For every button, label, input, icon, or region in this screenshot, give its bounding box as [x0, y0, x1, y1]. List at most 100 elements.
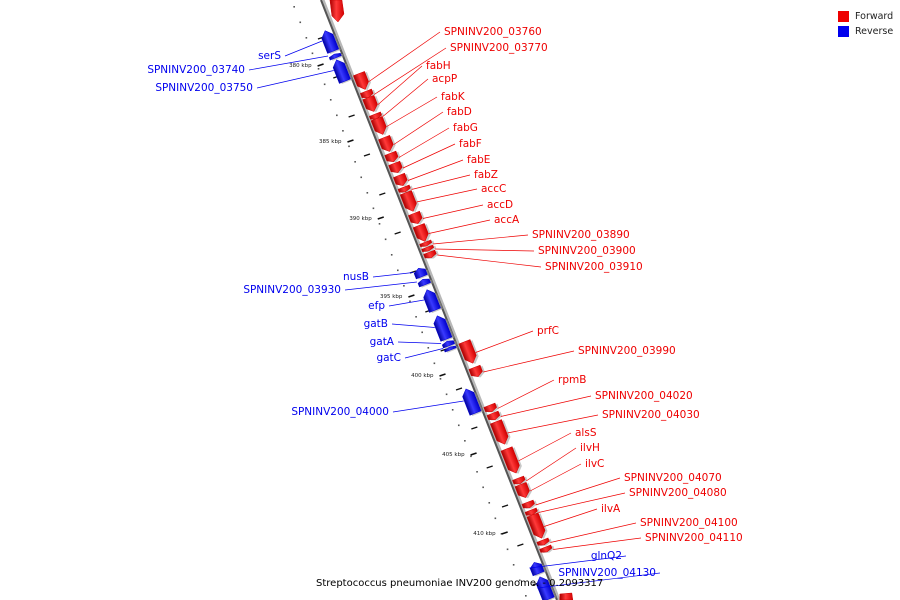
gene-efp[interactable] [421, 287, 444, 314]
gene-label-fabk[interactable]: fabK [441, 91, 466, 103]
gene-label-fabd[interactable]: fabD [447, 106, 472, 118]
gene-accd[interactable] [408, 210, 426, 227]
gene-spninv200-03900[interactable] [421, 244, 437, 254]
gene-label-fabg[interactable]: fabG [453, 122, 478, 134]
gene-spninv200-04070[interactable] [521, 499, 538, 511]
gene-label-acpp[interactable]: acpP [432, 73, 457, 85]
gene-label-spninv200-03990[interactable]: SPNINV200_03990 [578, 345, 676, 357]
label-leader [428, 219, 491, 234]
gene-label-fabf[interactable]: fabF [459, 138, 482, 150]
gene-label-spninv200-04130[interactable]: SPNINV200_04130 [558, 567, 656, 579]
gene-spninv200-03910[interactable] [423, 249, 440, 261]
label-leader [434, 248, 535, 252]
gene-spninv200-03740[interactable] [328, 51, 344, 61]
label-leader [550, 522, 637, 543]
forward-gene-arrow [378, 135, 394, 152]
forward-gene-arrow [384, 150, 399, 162]
forward-gene-arrow [419, 239, 433, 248]
gene-fabe[interactable] [393, 172, 411, 189]
gene-fabg[interactable] [384, 150, 402, 165]
gene-spninv200-04130[interactable] [534, 574, 557, 600]
gene-sers[interactable] [320, 28, 342, 55]
gene-ilvh[interactable] [512, 475, 529, 487]
gene-label-spninv200-04110[interactable]: SPNINV200_04110 [645, 532, 743, 544]
gene-spninv200-03990[interactable] [468, 364, 486, 380]
gene-spninv200-04000[interactable] [460, 386, 484, 417]
gene-spninv200-03890[interactable] [419, 239, 435, 249]
gene-label-spninv200-03750[interactable]: SPNINV200_03750 [155, 82, 253, 94]
gene-spninv200-04080[interactable] [524, 507, 540, 518]
gene-label-spninv200-03770[interactable]: SPNINV200_03770 [450, 42, 548, 54]
gene-label-ilva[interactable]: ilvA [601, 503, 621, 515]
gene-spninv200-04100[interactable] [536, 537, 552, 548]
gene-spninv200-04020[interactable] [486, 410, 503, 423]
gene-prfc[interactable] [458, 339, 481, 367]
forward-gene-arrow [393, 172, 408, 186]
gene-label-fabz[interactable]: fabZ [474, 169, 498, 181]
gene-gata[interactable] [441, 338, 458, 349]
gene-label-acca[interactable]: accA [494, 214, 520, 226]
gene-spninv200-04110[interactable] [539, 544, 555, 555]
gene-label-spninv200-03890[interactable]: SPNINV200_03890 [532, 229, 630, 241]
gene-label-fabh[interactable]: fabH [426, 60, 451, 72]
scale-dot [384, 238, 387, 241]
scale-dot [390, 254, 393, 256]
gene-ilvc[interactable] [514, 481, 534, 502]
gene-fabh[interactable] [362, 95, 382, 115]
gene-label-spninv200-04030[interactable]: SPNINV200_04030 [602, 409, 700, 421]
scale-dot [500, 533, 503, 535]
gene-spninv200-04030[interactable] [490, 419, 512, 448]
gene-label-spninv200-04020[interactable]: SPNINV200_04020 [595, 390, 693, 402]
gene-label-spninv200-03760[interactable]: SPNINV200_03760 [444, 26, 542, 38]
reverse-gene-arrow [413, 268, 428, 280]
gene-spninv200-03750[interactable] [331, 57, 353, 85]
gene-label-spninv200-04070[interactable]: SPNINV200_04070 [624, 472, 722, 484]
gene-label-spninv200-04000[interactable]: SPNINV200_04000 [291, 406, 389, 418]
gene-label-accd[interactable]: accD [487, 199, 513, 211]
gene-label-sers[interactable]: serS [258, 50, 281, 62]
gene-spninv200-03760[interactable] [353, 71, 373, 93]
gene-nusb[interactable] [413, 265, 430, 280]
gene-label-alss[interactable]: alsS [575, 427, 597, 439]
gene-label-rpmb[interactable]: rpmB [558, 374, 586, 386]
gene-label-ilvh[interactable]: ilvH [580, 442, 600, 454]
forward-gene-arrow [458, 339, 477, 364]
tick-mark [317, 63, 324, 67]
gene-label-prfc[interactable]: prfC [537, 325, 559, 337]
gene-label-gata[interactable]: gatA [370, 336, 395, 348]
gene-fabk[interactable] [370, 116, 391, 138]
gene-fabf[interactable] [388, 160, 406, 176]
gene-label-spninv200-03910[interactable]: SPNINV200_03910 [545, 261, 643, 273]
gene-label-spninv200-03930[interactable]: SPNINV200_03930 [243, 284, 341, 296]
forward-gene-arrow [539, 544, 553, 553]
gene-label-fabe[interactable]: fabE [467, 154, 490, 166]
gene-label-glnq2[interactable]: glnQ2 [591, 550, 622, 562]
gene-accc[interactable] [399, 190, 421, 215]
gene-spninv200-03930[interactable] [417, 276, 434, 288]
gene-label-gatc[interactable]: gatC [376, 352, 401, 364]
gene-glnq2[interactable] [529, 559, 547, 577]
gene-label-spninv200-03740[interactable]: SPNINV200_03740 [147, 64, 245, 76]
gene-label-ilvc[interactable]: ilvC [585, 458, 604, 470]
gene-fabd[interactable] [378, 135, 398, 155]
gene-alss[interactable] [500, 446, 524, 477]
gene-rpmb[interactable] [483, 402, 500, 415]
gene-acca[interactable] [412, 223, 433, 245]
tick-label: 395 kbp [380, 294, 403, 300]
gene-label-accc[interactable]: accC [481, 183, 506, 195]
gene-label-nusb[interactable]: nusB [343, 271, 369, 283]
gene-label-spninv200-04080[interactable]: SPNINV200_04080 [629, 487, 727, 499]
gene-label-efp[interactable]: efp [368, 300, 385, 312]
gene-ilva[interactable] [526, 512, 550, 542]
gene-gatc[interactable] [444, 344, 459, 353]
gene-fabz[interactable] [397, 184, 413, 195]
forward-gene-arrow [370, 116, 387, 135]
scale-dot [366, 192, 369, 194]
legend-forward: Forward [838, 9, 893, 24]
gene-acpp[interactable] [369, 111, 385, 122]
gene-label-spninv200-03900[interactable]: SPNINV200_03900 [538, 245, 636, 257]
reverse-gene-arrow [417, 278, 431, 288]
gene-label-spninv200-04100[interactable]: SPNINV200_04100 [640, 517, 738, 529]
gene-label-gatb[interactable]: gatB [364, 318, 388, 330]
gene-gatb[interactable] [432, 313, 455, 343]
